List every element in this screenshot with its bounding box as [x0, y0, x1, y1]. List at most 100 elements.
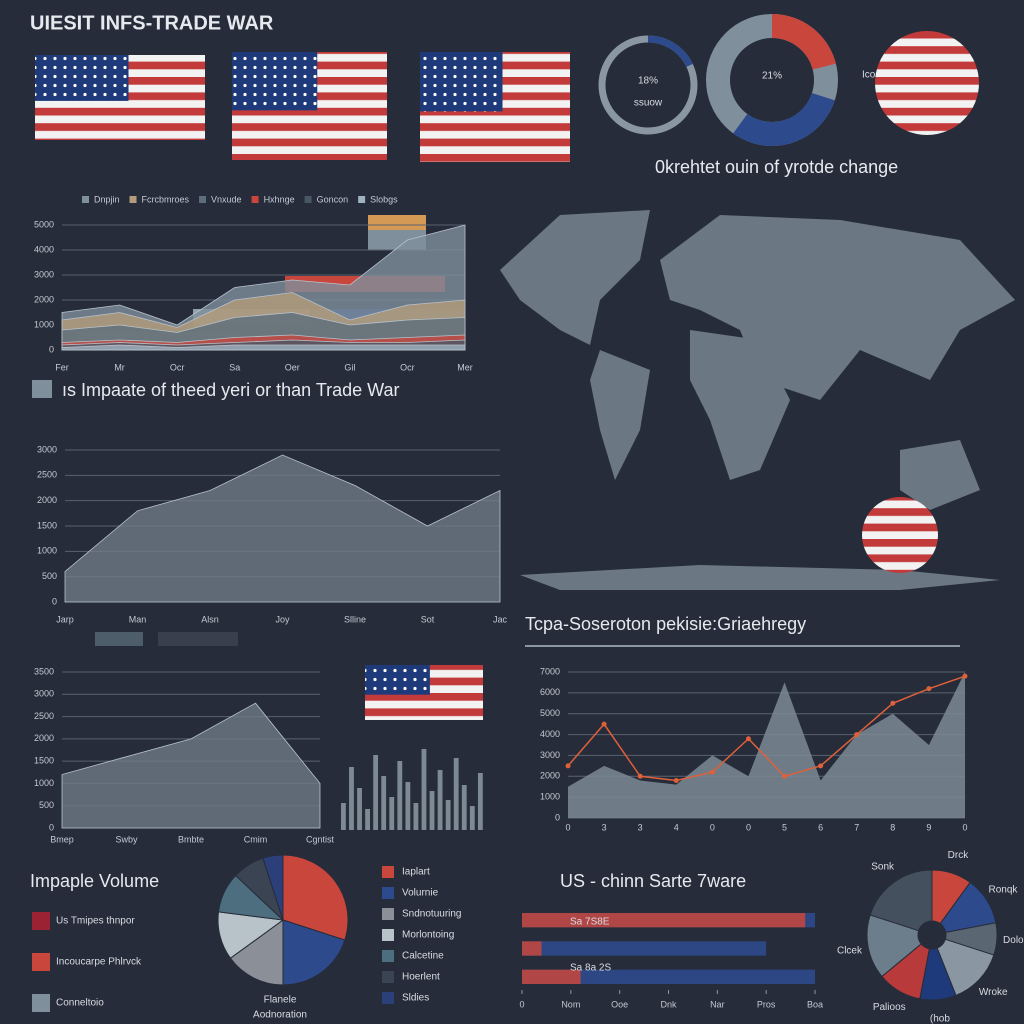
line — [567, 675, 966, 782]
x-tick-label: Bmbte — [178, 834, 204, 844]
x-tick-label: Slline — [344, 614, 366, 624]
bar — [445, 800, 451, 830]
point — [890, 700, 896, 706]
flag-canton — [232, 52, 318, 111]
legend-label: Goncon — [317, 194, 349, 204]
subtitle: 0krehtet ouin of yrotde change — [655, 157, 898, 177]
bar — [522, 941, 542, 956]
slice-label: Clcek — [837, 945, 863, 956]
y-tick-label: 1000 — [34, 319, 54, 329]
bar — [397, 761, 403, 830]
bar — [421, 749, 427, 830]
point — [565, 763, 571, 769]
x-tick-label: Pros — [757, 999, 776, 1009]
x-tick-label: Cgntist — [306, 834, 335, 844]
legend-swatch — [382, 950, 394, 962]
bar — [522, 969, 815, 984]
slice-label: (hob — [930, 1013, 950, 1024]
bar — [413, 803, 419, 830]
gauge-arc — [648, 35, 693, 67]
legend-label: Sldies — [402, 993, 429, 1004]
x-tick-label: 6 — [818, 822, 823, 832]
legend-swatch — [129, 196, 137, 203]
annotation: Sa 7S8E — [570, 917, 610, 928]
legend-swatch — [304, 196, 312, 203]
world-map — [500, 210, 1015, 590]
legend-swatch — [32, 953, 50, 971]
bar — [429, 791, 435, 830]
x-tick-label: Sot — [421, 614, 435, 624]
gauge-label: 18% — [638, 76, 658, 87]
caption: ıs Impaate of theed yeri or than Trade W… — [62, 380, 400, 400]
x-tick-label: Oer — [285, 362, 300, 372]
pie-caption: Flanele — [264, 995, 297, 1006]
legend-swatch — [382, 908, 394, 920]
y-tick-label: 1000 — [34, 778, 54, 788]
pie-caption: Aodnoration — [253, 1010, 307, 1021]
x-tick-label: 3 — [602, 822, 607, 832]
title: UIESIT INFS-TRADE WAR — [30, 12, 274, 34]
slice-label: Dolok — [1003, 935, 1024, 946]
legend-swatch — [382, 929, 394, 941]
chart-title: Tcpa-Soseroton pekisie:Griaehregy — [525, 614, 806, 634]
y-tick-label: 2500 — [34, 711, 54, 721]
y-tick-label: 0 — [49, 822, 54, 832]
legend-swatch — [358, 196, 366, 203]
legend-label: Fcrcbmroes — [142, 194, 190, 204]
legend-swatch — [251, 196, 259, 203]
x-tick-label: Fer — [55, 362, 69, 372]
area — [568, 672, 965, 818]
gauge-sublabel: ssuow — [634, 98, 663, 109]
flag-canton — [35, 55, 129, 101]
x-tick-label: Swby — [115, 834, 138, 844]
x-tick-label: 3 — [638, 822, 643, 832]
y-tick-label: 500 — [39, 800, 54, 810]
y-tick-label: 3000 — [540, 750, 560, 760]
y-tick-label: 3500 — [34, 666, 54, 676]
x-tick-label: Nom — [561, 999, 580, 1009]
y-tick-label: 5000 — [540, 708, 560, 718]
x-tick-label: 0 — [565, 822, 570, 832]
bar — [373, 755, 379, 830]
point — [962, 673, 968, 679]
gauge-arc — [733, 92, 835, 146]
slice-label: Drck — [948, 850, 970, 861]
x-tick-label: 4 — [674, 822, 679, 832]
legend-swatch — [382, 887, 394, 899]
legend-swatch — [382, 992, 394, 1004]
x-tick-label: 5 — [782, 822, 787, 832]
legend-label: Sndnotuuring — [402, 909, 462, 920]
legend-label: Vnxude — [211, 194, 242, 204]
annotation: Sa 8a 2S — [570, 963, 611, 974]
y-tick-label: 0 — [52, 596, 57, 606]
bar — [381, 776, 387, 830]
x-tick-label: Alsn — [201, 614, 219, 624]
legend-swatch — [199, 196, 207, 203]
x-tick-label: 7 — [854, 822, 859, 832]
x-tick-label: Ocr — [400, 362, 415, 372]
donut-slice — [936, 938, 995, 997]
donut-slice — [869, 869, 933, 932]
y-tick-label: 4000 — [34, 244, 54, 254]
area — [64, 454, 501, 603]
x-tick-label: Ooe — [611, 999, 628, 1009]
x-tick-label: Jac — [493, 614, 508, 624]
legend-label: Hoerlent — [402, 972, 440, 983]
slice-label: Sonk — [871, 862, 895, 873]
y-tick-label: 1000 — [540, 792, 560, 802]
legend-swatch — [82, 196, 89, 203]
point — [745, 736, 751, 742]
legend-swatch — [382, 866, 394, 878]
y-tick-label: 1000 — [37, 546, 57, 556]
y-tick-label: 2000 — [34, 294, 54, 304]
y-tick-label: 5000 — [34, 219, 54, 229]
legend-label: Us Tmipes thnpor — [56, 916, 135, 927]
caption-icon — [32, 380, 52, 398]
chart-title: US - chinn Sarte 7ware — [560, 871, 746, 891]
x-tick-label: 0 — [746, 822, 751, 832]
x-tick-label: Jarp — [56, 614, 74, 624]
y-tick-label: 2000 — [540, 771, 560, 781]
x-tick-label: Man — [129, 614, 147, 624]
legend-swatch — [32, 912, 50, 930]
